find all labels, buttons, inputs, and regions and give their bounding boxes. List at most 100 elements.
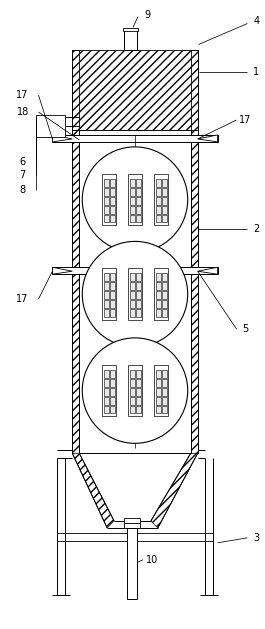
Bar <box>104 197 109 204</box>
Bar <box>156 282 161 290</box>
Bar <box>110 187 115 196</box>
Bar <box>156 206 161 213</box>
Bar <box>156 273 161 281</box>
Text: 5: 5 <box>242 324 249 334</box>
Polygon shape <box>151 454 198 528</box>
Bar <box>156 370 161 377</box>
Bar <box>162 214 167 223</box>
Bar <box>162 179 167 187</box>
Bar <box>104 214 109 223</box>
Bar <box>128 174 142 225</box>
Bar <box>110 179 115 187</box>
Bar <box>104 179 109 187</box>
Bar <box>162 309 167 317</box>
Bar <box>162 197 167 204</box>
Bar <box>104 406 109 413</box>
Bar <box>130 309 135 317</box>
Bar <box>104 309 109 317</box>
Bar <box>127 528 137 599</box>
Bar <box>136 187 141 196</box>
Bar <box>136 214 141 223</box>
Bar <box>156 406 161 413</box>
Bar <box>102 268 116 320</box>
Bar <box>162 387 167 396</box>
Bar <box>110 273 115 281</box>
Polygon shape <box>198 135 218 142</box>
Bar <box>130 396 135 404</box>
Bar <box>130 291 135 299</box>
Bar <box>162 300 167 308</box>
Bar <box>110 214 115 223</box>
Bar <box>110 300 115 308</box>
Bar <box>156 179 161 187</box>
Bar <box>79 50 191 130</box>
Text: 17: 17 <box>16 294 29 304</box>
Bar <box>79 130 191 454</box>
Bar <box>104 282 109 290</box>
Text: 8: 8 <box>20 185 26 194</box>
Text: 17: 17 <box>16 90 29 100</box>
Bar <box>154 174 168 225</box>
Bar <box>128 365 142 416</box>
Circle shape <box>82 147 188 252</box>
Bar <box>130 282 135 290</box>
Bar <box>104 300 109 308</box>
Bar <box>156 197 161 204</box>
Bar <box>136 309 141 317</box>
Bar <box>110 291 115 299</box>
Bar <box>52 135 218 142</box>
Bar <box>154 268 168 320</box>
Bar <box>156 187 161 196</box>
Bar <box>124 523 140 528</box>
Text: 9: 9 <box>145 9 151 19</box>
Bar <box>110 282 115 290</box>
Bar <box>130 206 135 213</box>
Bar <box>136 291 141 299</box>
Bar <box>110 387 115 396</box>
Bar <box>156 309 161 317</box>
Text: 1: 1 <box>253 67 259 77</box>
Bar <box>136 379 141 387</box>
Bar <box>123 28 138 31</box>
Bar <box>162 206 167 213</box>
Bar <box>130 197 135 204</box>
Bar <box>162 370 167 377</box>
Bar <box>162 291 167 299</box>
Bar <box>162 273 167 281</box>
Polygon shape <box>52 135 72 142</box>
Bar <box>110 206 115 213</box>
Bar <box>128 268 142 320</box>
Bar <box>162 379 167 387</box>
Bar <box>136 370 141 377</box>
Bar <box>124 28 137 50</box>
Text: 2: 2 <box>253 225 259 235</box>
Bar <box>130 370 135 377</box>
Text: 10: 10 <box>146 555 158 565</box>
Circle shape <box>82 242 188 347</box>
Bar <box>136 197 141 204</box>
Bar <box>136 406 141 413</box>
Bar <box>130 406 135 413</box>
Bar <box>156 387 161 396</box>
Bar <box>110 370 115 377</box>
Bar <box>136 300 141 308</box>
Bar <box>130 300 135 308</box>
Bar <box>104 387 109 396</box>
Bar <box>110 197 115 204</box>
Bar <box>136 179 141 187</box>
Bar <box>136 396 141 404</box>
Bar <box>104 396 109 404</box>
Circle shape <box>82 338 188 443</box>
Bar <box>130 214 135 223</box>
Bar <box>110 396 115 404</box>
Bar <box>156 396 161 404</box>
Bar <box>136 273 141 281</box>
Text: 17: 17 <box>239 115 251 125</box>
Bar <box>191 50 198 454</box>
Bar <box>52 267 218 274</box>
Bar <box>110 379 115 387</box>
Bar <box>104 291 109 299</box>
Polygon shape <box>72 454 114 528</box>
Bar <box>72 50 79 454</box>
Text: 18: 18 <box>16 107 29 117</box>
